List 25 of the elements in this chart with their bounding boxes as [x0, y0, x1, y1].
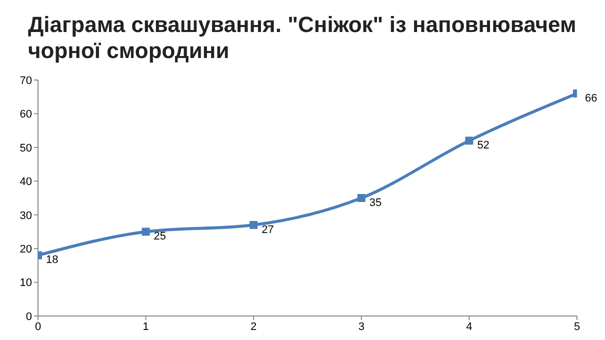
- y-tick-label: 50: [20, 142, 32, 154]
- y-tick-label: 40: [20, 176, 32, 188]
- point: [142, 228, 150, 236]
- x-tick-label: 4: [466, 320, 472, 333]
- x-tick-label: 2: [250, 320, 257, 333]
- y-tick-label: 20: [20, 243, 32, 256]
- y-tick-label: 10: [20, 277, 32, 290]
- chart-title: Діаграма сквашування. "Сніжок" із наповнювачем чорної смородини: [27, 11, 578, 65]
- x-tick-label: 1: [142, 320, 149, 333]
- data-label: 18: [46, 254, 58, 266]
- x-tick-label: 0: [34, 320, 42, 333]
- y-tick-label: 60: [20, 108, 32, 121]
- point: [250, 220, 258, 229]
- data-label: 25: [154, 230, 166, 243]
- x-tick-label: 3: [358, 320, 364, 333]
- data-label: 35: [369, 196, 382, 209]
- point: [465, 136, 474, 145]
- point: [357, 194, 366, 202]
- data-label: 27: [262, 224, 274, 236]
- data-label: 66: [585, 92, 598, 104]
- y-tick-label: 30: [20, 210, 32, 222]
- y-tick-label: 0: [26, 310, 32, 323]
- data-label: 52: [477, 140, 490, 152]
- x-tick-label: 5: [574, 320, 580, 333]
- y-tick-label: 70: [20, 74, 32, 87]
